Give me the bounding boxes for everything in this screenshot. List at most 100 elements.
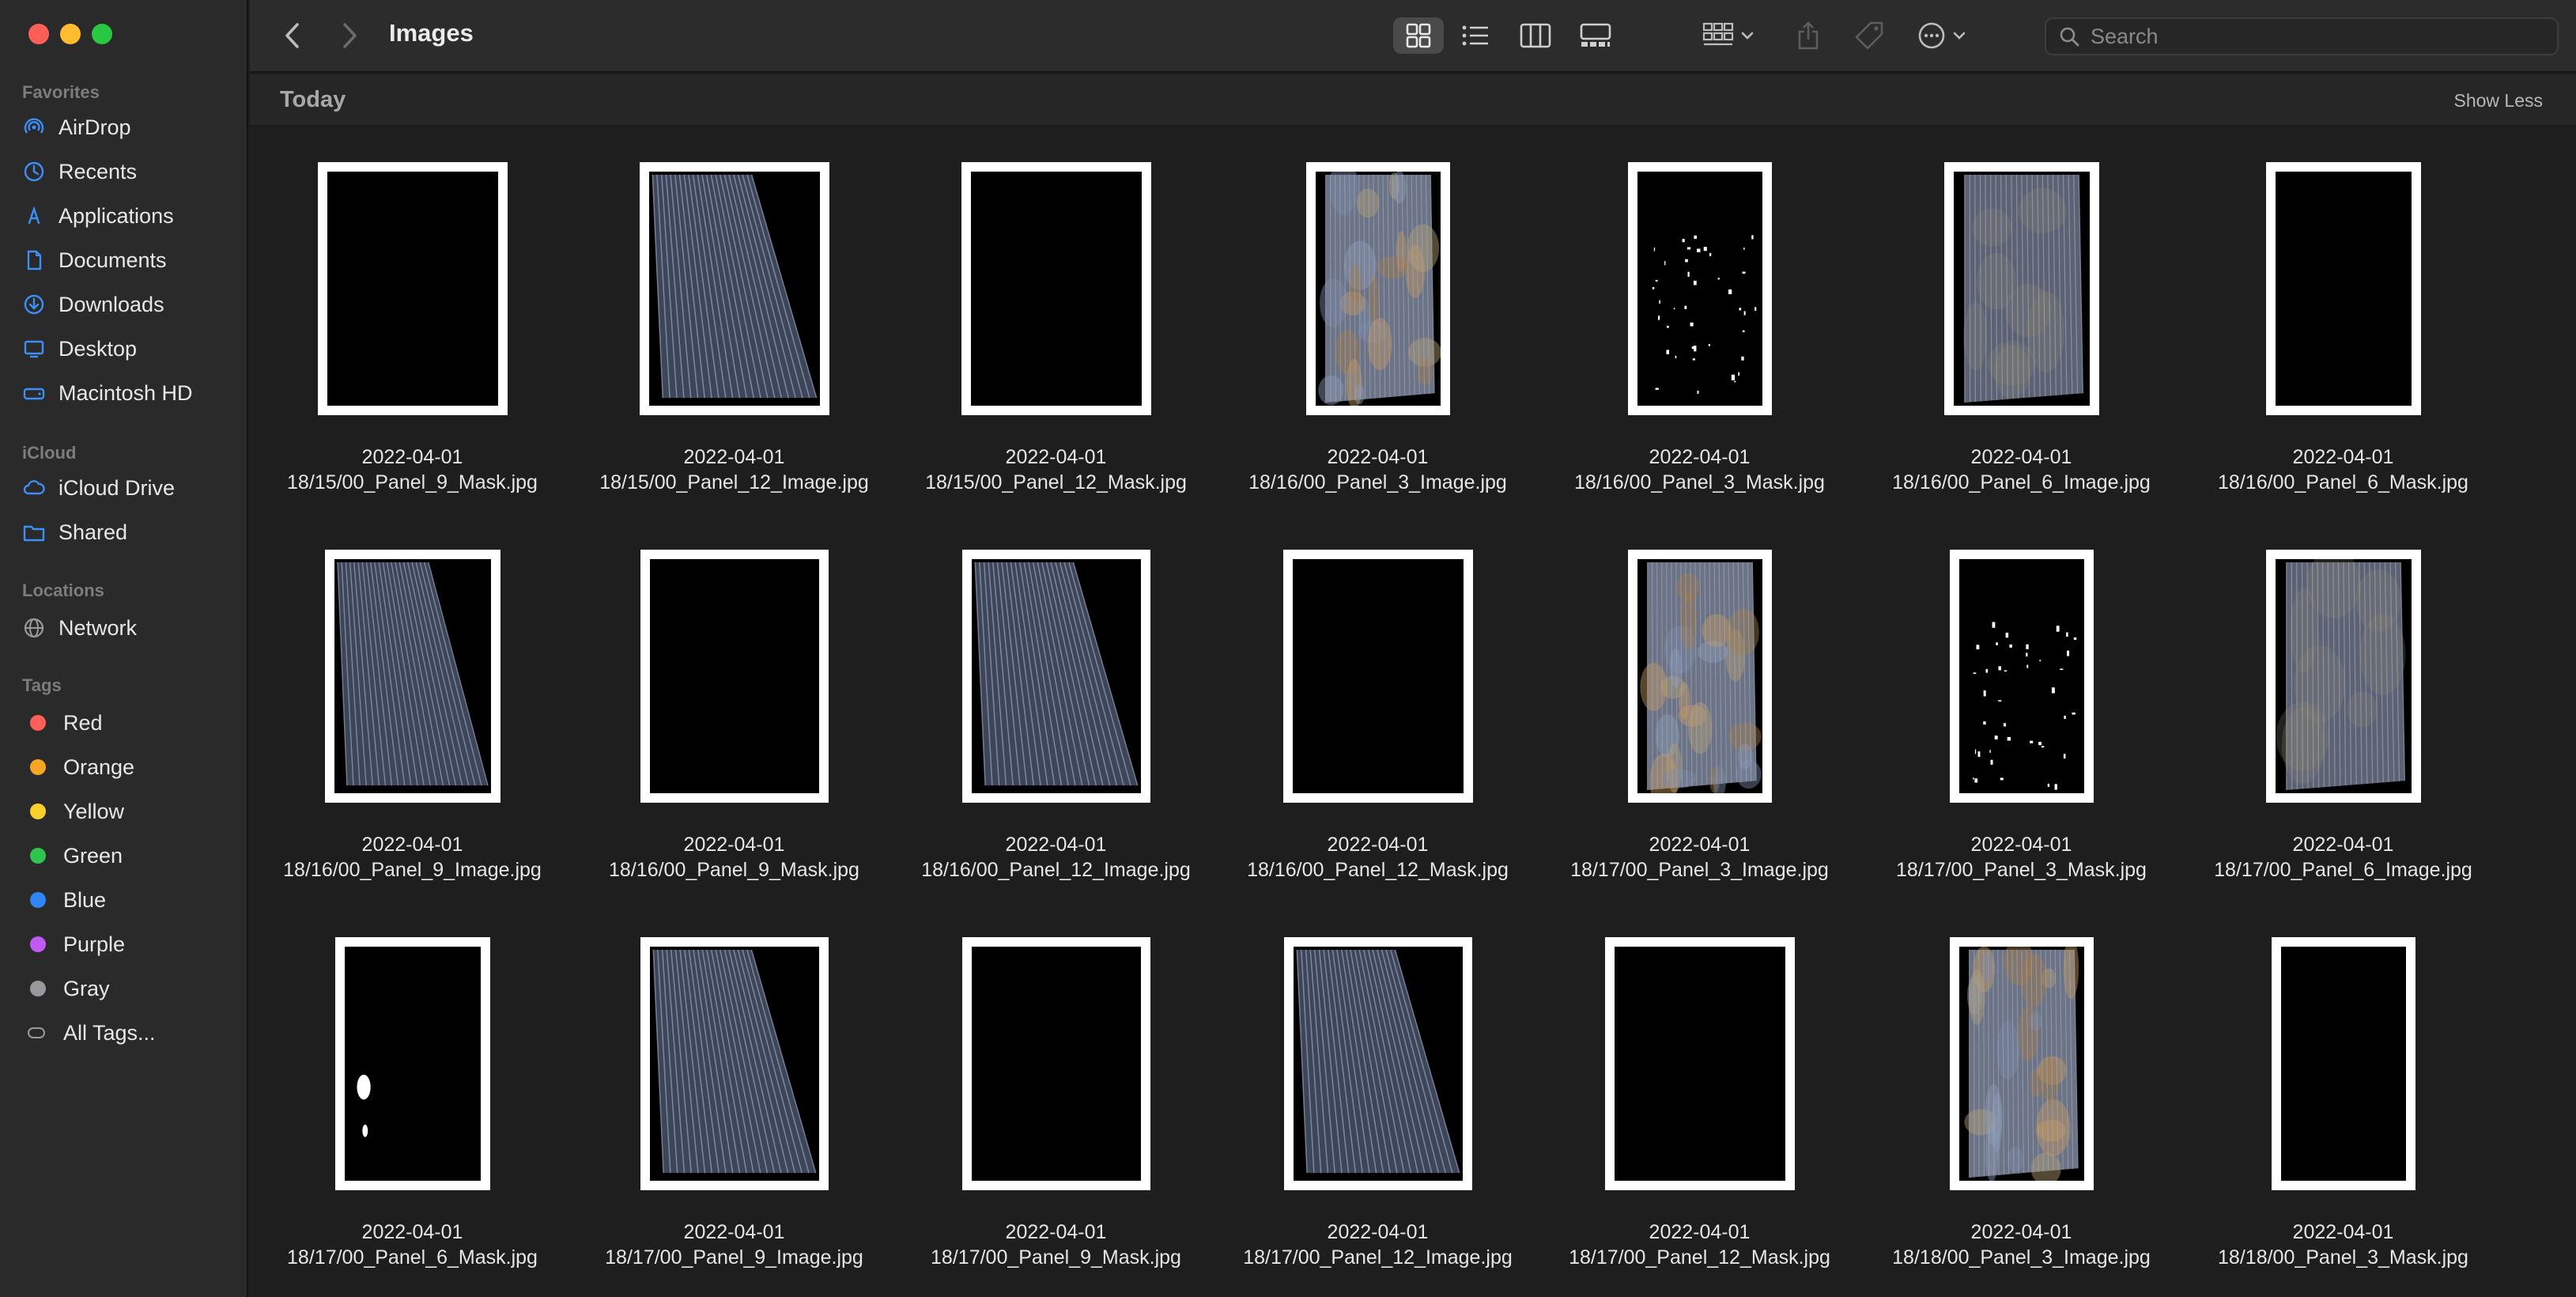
close-window-button[interactable] [28, 24, 49, 44]
tag-color-dot-icon [30, 936, 46, 952]
file-item[interactable]: 2022-04-01 18/16/00_Panel_9_Image.jpg [251, 546, 573, 933]
forward-button[interactable] [334, 17, 365, 54]
file-item[interactable]: 2022-04-01 18/16/00_Panel_12_Image.jpg [895, 546, 1217, 933]
file-item[interactable]: 2022-04-01 18/18/00_Panel_3_Mask.jpg [2182, 933, 2504, 1297]
sidebar-item-green[interactable]: Green [22, 838, 236, 874]
image-thumbnail [1283, 937, 1472, 1190]
file-item[interactable]: 2022-04-01 18/16/00_Panel_3_Mask.jpg [1539, 158, 1860, 546]
search-field[interactable] [2045, 17, 2559, 55]
clock-icon [22, 160, 46, 183]
sidebar-item-shared[interactable]: Shared [22, 514, 236, 550]
sidebar-item-blue[interactable]: Blue [22, 882, 236, 918]
file-name: 2022-04-01 18/17/00_Panel_6_Mask.jpg [251, 1219, 573, 1270]
document-icon [22, 248, 46, 272]
gallery-view-button[interactable] [1570, 17, 1621, 54]
file-item[interactable]: 2022-04-01 18/17/00_Panel_3_Mask.jpg [1860, 546, 2182, 933]
sidebar-item-documents[interactable]: Documents [22, 242, 236, 278]
action-button[interactable] [1910, 17, 1974, 54]
file-name-line-2: 18/17/00_Panel_9_Image.jpg [605, 1246, 863, 1269]
sidebar-item-label: Purple [63, 932, 126, 956]
sidebar-item-recents[interactable]: Recents [22, 153, 236, 190]
icon-view-button[interactable] [1393, 17, 1444, 54]
tags-button[interactable] [1847, 17, 1891, 54]
file-name-line-1: 2022-04-01 [2292, 446, 2394, 468]
sidebar-item-label: Desktop [59, 336, 138, 361]
file-item[interactable]: 2022-04-01 18/17/00_Panel_12_Image.jpg [1217, 933, 1539, 1297]
sidebar-item-network[interactable]: Network [22, 610, 236, 646]
file-name-line-1: 2022-04-01 [1327, 834, 1429, 856]
file-item[interactable]: 2022-04-01 18/18/00_Panel_3_Image.jpg [1860, 933, 2182, 1297]
tag-icon [1855, 21, 1883, 50]
tag-color-dot-icon [30, 848, 46, 864]
applications-icon [22, 204, 46, 228]
thumbnail-container [1860, 546, 2182, 807]
tag-color-dot-icon [30, 715, 46, 731]
image-thumbnail [324, 550, 500, 803]
file-item[interactable]: 2022-04-01 18/17/00_Panel_3_Image.jpg [1539, 546, 1860, 933]
file-name-line-1: 2022-04-01 [1005, 834, 1107, 856]
show-less-button[interactable]: Show Less [2453, 90, 2543, 111]
file-name-line-1: 2022-04-01 [2292, 1221, 2394, 1243]
file-item[interactable]: 2022-04-01 18/17/00_Panel_9_Mask.jpg [895, 933, 1217, 1297]
back-button[interactable] [277, 17, 308, 54]
zoom-window-button[interactable] [92, 24, 112, 44]
list-view-button[interactable] [1452, 17, 1499, 54]
search-input[interactable] [2091, 24, 2533, 49]
file-item[interactable]: 2022-04-01 18/15/00_Panel_12_Mask.jpg [895, 158, 1217, 546]
sidebar-item-label: Downloads [59, 292, 164, 316]
file-item[interactable]: 2022-04-01 18/16/00_Panel_9_Mask.jpg [573, 546, 895, 933]
file-name-line-1: 2022-04-01 [361, 446, 463, 468]
file-item[interactable]: 2022-04-01 18/17/00_Panel_6_Mask.jpg [251, 933, 573, 1297]
shared-folder-icon [22, 520, 46, 544]
image-thumbnail [1943, 162, 2099, 415]
thumbnail-container [573, 546, 895, 807]
thumbnail-container [573, 933, 895, 1194]
group-by-button[interactable] [1697, 17, 1760, 54]
file-item[interactable]: 2022-04-01 18/16/00_Panel_12_Mask.jpg [1217, 546, 1539, 933]
sidebar-item-purple[interactable]: Purple [22, 926, 236, 962]
ellipsis-circle-icon [1918, 22, 1945, 49]
sidebar-item-airdrop[interactable]: AirDrop [22, 109, 236, 146]
file-item[interactable]: 2022-04-01 18/15/00_Panel_9_Mask.jpg [251, 158, 573, 546]
file-item[interactable]: 2022-04-01 18/17/00_Panel_12_Mask.jpg [1539, 933, 1860, 1297]
sidebar-item-downloads[interactable]: Downloads [22, 286, 236, 323]
sidebar-item-gray[interactable]: Gray [22, 970, 236, 1007]
file-name-line-1: 2022-04-01 [2292, 834, 2394, 856]
sidebar-item-label: Shared [59, 520, 128, 544]
sidebar-item-all-tags[interactable]: All Tags... [22, 1015, 236, 1051]
sidebar-item-label: Macintosh HD [59, 380, 193, 405]
network-icon [22, 616, 46, 640]
thumbnail-container [573, 158, 895, 419]
sidebar-item-label: Recents [59, 159, 138, 183]
file-name-line-2: 18/16/00_Panel_3_Image.jpg [1248, 471, 1507, 493]
column-view-button[interactable] [1512, 17, 1559, 54]
file-name-line-1: 2022-04-01 [1649, 834, 1751, 856]
sidebar-item-icloud-drive[interactable]: iCloud Drive [22, 470, 236, 506]
sidebar-item-red[interactable]: Red [22, 705, 236, 741]
sidebar-item-orange[interactable]: Orange [22, 749, 236, 785]
all-tags-icon [22, 1021, 54, 1045]
file-item[interactable]: 2022-04-01 18/17/00_Panel_9_Image.jpg [573, 933, 895, 1297]
thumbnail-container [251, 158, 573, 419]
file-item[interactable]: 2022-04-01 18/16/00_Panel_6_Image.jpg [1860, 158, 2182, 546]
sidebar-item-macintosh-hd[interactable]: Macintosh HD [22, 375, 236, 411]
minimize-window-button[interactable] [60, 24, 81, 44]
image-thumbnail [1949, 550, 2094, 803]
file-name-line-1: 2022-04-01 [1649, 446, 1751, 468]
file-item[interactable]: 2022-04-01 18/17/00_Panel_6_Image.jpg [2182, 546, 2504, 933]
sidebar-item-label: Network [59, 615, 138, 640]
share-button[interactable] [1788, 17, 1828, 54]
list-icon [1462, 25, 1488, 46]
file-name-line-2: 18/16/00_Panel_12_Mask.jpg [1247, 859, 1509, 881]
file-name: 2022-04-01 18/18/00_Panel_3_Image.jpg [1860, 1219, 2182, 1270]
image-thumbnail [1305, 162, 1450, 415]
file-name-line-1: 2022-04-01 [1327, 446, 1429, 468]
image-thumbnail [334, 937, 490, 1190]
sidebar-item-applications[interactable]: Applications [22, 198, 236, 234]
file-item[interactable]: 2022-04-01 18/16/00_Panel_6_Mask.jpg [2182, 158, 2504, 546]
chevron-down-icon [1741, 32, 1754, 40]
sidebar-item-yellow[interactable]: Yellow [22, 793, 236, 830]
file-item[interactable]: 2022-04-01 18/16/00_Panel_3_Image.jpg [1217, 158, 1539, 546]
file-item[interactable]: 2022-04-01 18/15/00_Panel_12_Image.jpg [573, 158, 895, 546]
sidebar-item-desktop[interactable]: Desktop [22, 331, 236, 367]
